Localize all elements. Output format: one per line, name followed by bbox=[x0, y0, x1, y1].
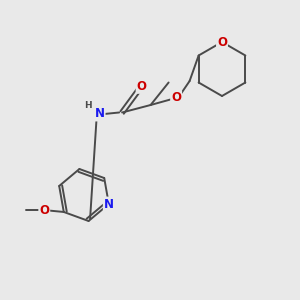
Text: O: O bbox=[136, 80, 147, 93]
Text: H: H bbox=[84, 101, 92, 110]
Text: O: O bbox=[171, 91, 181, 104]
Text: N: N bbox=[104, 197, 114, 211]
Text: O: O bbox=[217, 35, 227, 49]
Text: O: O bbox=[39, 204, 49, 217]
Text: N: N bbox=[94, 107, 105, 121]
